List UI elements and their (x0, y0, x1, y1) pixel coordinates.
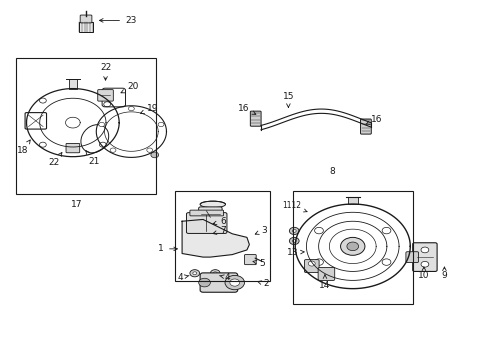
Circle shape (99, 142, 106, 147)
Circle shape (229, 279, 239, 286)
Circle shape (289, 237, 299, 244)
Circle shape (420, 261, 428, 267)
FancyBboxPatch shape (405, 252, 418, 262)
FancyBboxPatch shape (200, 273, 237, 292)
Text: 1: 1 (158, 244, 177, 253)
Circle shape (381, 259, 390, 265)
Circle shape (189, 270, 199, 277)
FancyBboxPatch shape (66, 143, 80, 153)
FancyBboxPatch shape (244, 255, 256, 265)
Text: 1112: 1112 (282, 201, 306, 212)
Circle shape (224, 275, 244, 290)
Text: 23: 23 (99, 16, 136, 25)
Circle shape (103, 102, 110, 107)
FancyBboxPatch shape (198, 207, 222, 220)
FancyBboxPatch shape (412, 243, 436, 271)
Polygon shape (182, 220, 249, 257)
Circle shape (40, 142, 46, 147)
Text: 19: 19 (140, 104, 158, 114)
Text: 21: 21 (86, 150, 100, 166)
Text: 22: 22 (49, 153, 62, 167)
Circle shape (314, 228, 323, 234)
Text: 4: 4 (178, 273, 189, 282)
FancyBboxPatch shape (186, 213, 226, 233)
Circle shape (381, 228, 390, 234)
Circle shape (128, 107, 134, 111)
Circle shape (340, 237, 364, 255)
Bar (347, 197, 357, 204)
Text: 22: 22 (100, 63, 111, 80)
Text: 14: 14 (319, 275, 330, 290)
Circle shape (40, 98, 46, 103)
Text: 7: 7 (213, 226, 225, 235)
Text: 20: 20 (121, 82, 139, 93)
Circle shape (292, 229, 296, 232)
FancyBboxPatch shape (250, 111, 261, 126)
Text: 3: 3 (255, 226, 267, 235)
Circle shape (151, 152, 158, 158)
Text: 6: 6 (213, 217, 225, 226)
Circle shape (289, 227, 299, 234)
Circle shape (308, 261, 315, 266)
Circle shape (346, 242, 358, 251)
Circle shape (420, 247, 428, 253)
Text: 8: 8 (329, 167, 334, 176)
Bar (16, 58, 156, 194)
Circle shape (146, 148, 152, 152)
Bar (293, 192, 412, 304)
Circle shape (210, 270, 220, 277)
Circle shape (110, 148, 116, 152)
Text: 13: 13 (286, 248, 304, 257)
Bar (175, 192, 270, 281)
Text: 9: 9 (441, 267, 447, 280)
Circle shape (314, 259, 323, 265)
Text: 16: 16 (237, 104, 255, 114)
Text: 18: 18 (17, 140, 30, 155)
FancyBboxPatch shape (80, 15, 92, 23)
Bar (79, 22, 93, 32)
Text: 15: 15 (282, 92, 294, 107)
Text: 10: 10 (417, 267, 429, 280)
FancyBboxPatch shape (189, 210, 223, 216)
Text: 16: 16 (365, 115, 382, 125)
FancyBboxPatch shape (98, 90, 113, 101)
Circle shape (99, 122, 104, 127)
Text: 5: 5 (252, 259, 264, 268)
FancyBboxPatch shape (360, 119, 370, 134)
FancyBboxPatch shape (304, 260, 319, 273)
Circle shape (192, 272, 196, 275)
Text: 17: 17 (70, 200, 82, 209)
FancyBboxPatch shape (318, 267, 334, 280)
Circle shape (213, 272, 217, 275)
Circle shape (158, 122, 163, 127)
Ellipse shape (200, 201, 225, 208)
Circle shape (198, 278, 210, 287)
Bar (69, 78, 77, 89)
Text: 4: 4 (219, 273, 230, 282)
Circle shape (292, 239, 296, 242)
Text: 2: 2 (257, 279, 268, 288)
